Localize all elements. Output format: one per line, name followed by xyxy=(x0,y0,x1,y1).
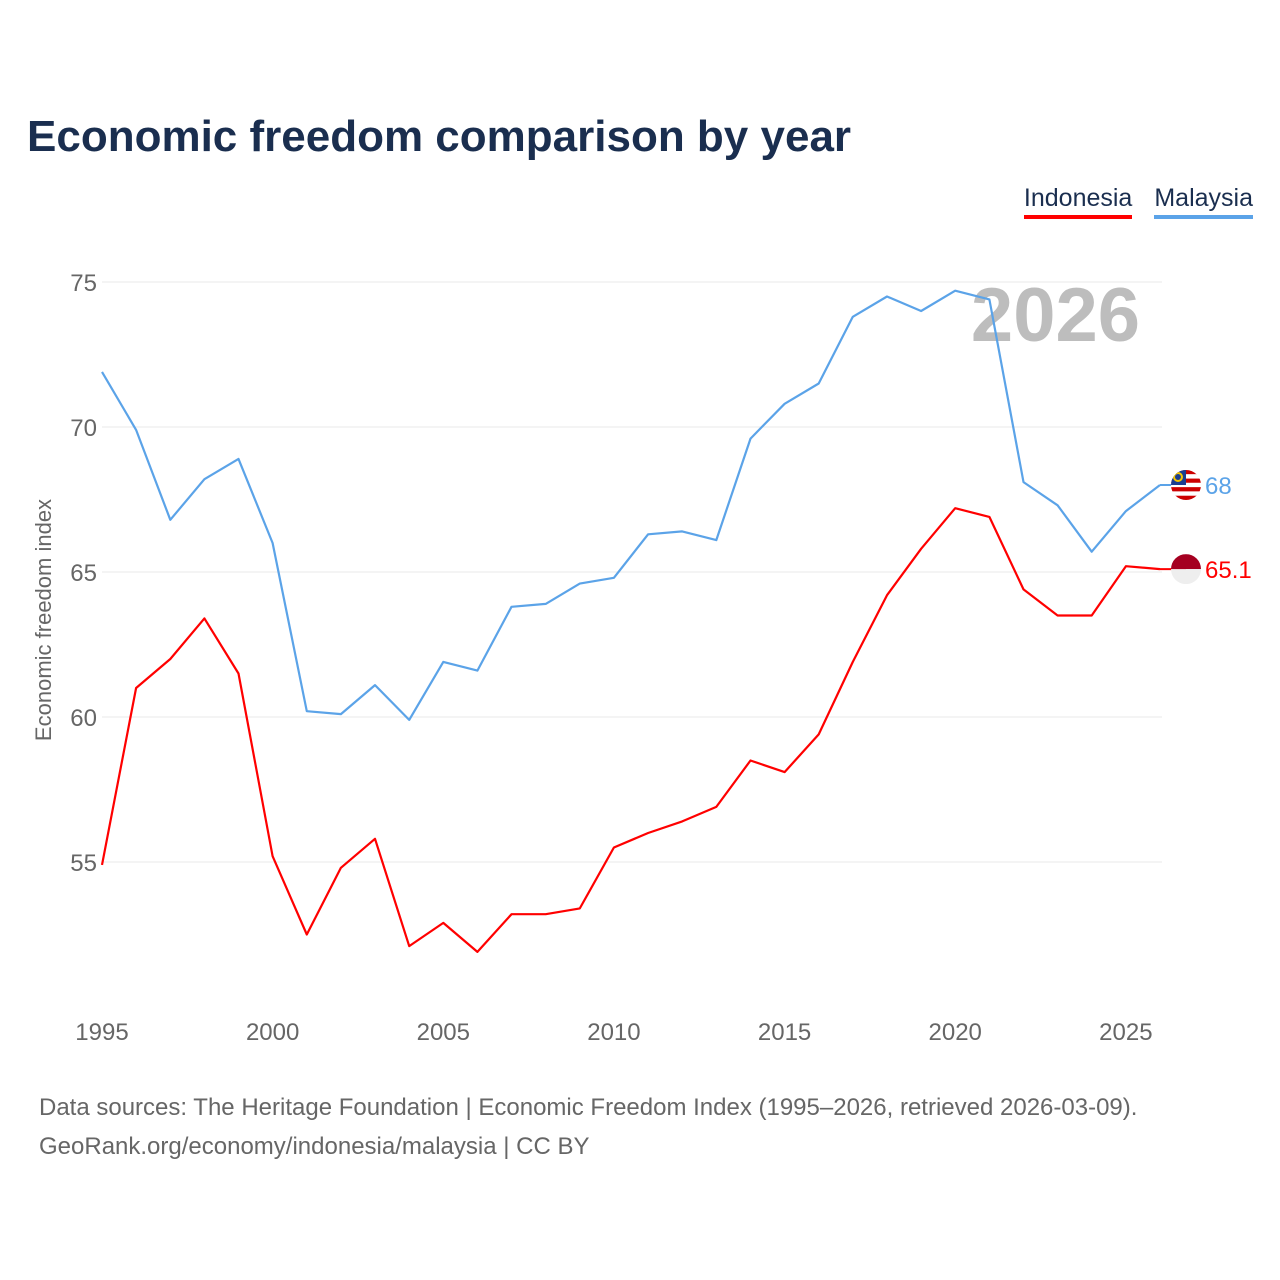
attribution-text: GeoRank.org/economy/indonesia/malaysia |… xyxy=(39,1133,590,1160)
indonesia-flag-icon xyxy=(1171,554,1201,585)
legend-indonesia[interactable]: Indonesia xyxy=(1023,184,1133,219)
y-tick-label: 70 xyxy=(70,415,97,442)
x-tick-label: 2020 xyxy=(929,1019,982,1046)
x-tick-label: 2010 xyxy=(587,1019,640,1046)
y-axis-label: Economic freedom index xyxy=(31,499,56,741)
data-source-text: Data sources: The Heritage Foundation | … xyxy=(39,1094,1138,1121)
x-tick-label: 1995 xyxy=(75,1019,128,1046)
x-tick-label: 2025 xyxy=(1099,1019,1152,1046)
series-line-malaysia xyxy=(101,289,1161,721)
end-value-label: 65.1 xyxy=(1205,557,1252,584)
legend: Indonesia Malaysia xyxy=(1023,184,1253,219)
y-tick-label: 75 xyxy=(70,270,97,297)
y-tick-label: 55 xyxy=(70,850,97,877)
legend-malaysia[interactable]: Malaysia xyxy=(1154,184,1253,219)
y-tick-label: 60 xyxy=(70,705,97,732)
year-watermark: 2026 xyxy=(971,273,1140,358)
y-tick-label: 65 xyxy=(70,560,97,587)
chart-title: Economic freedom comparison by year xyxy=(27,112,852,161)
x-tick-label: 2005 xyxy=(417,1019,470,1046)
series-line-indonesia xyxy=(100,507,1161,953)
footer: Data sources: The Heritage Foundation | … xyxy=(39,1088,1137,1166)
end-value-label: 68 xyxy=(1205,473,1232,500)
x-tick-label: 2015 xyxy=(758,1019,811,1046)
x-tick-label: 2000 xyxy=(246,1019,299,1046)
malaysia-flag-icon xyxy=(1171,470,1201,500)
